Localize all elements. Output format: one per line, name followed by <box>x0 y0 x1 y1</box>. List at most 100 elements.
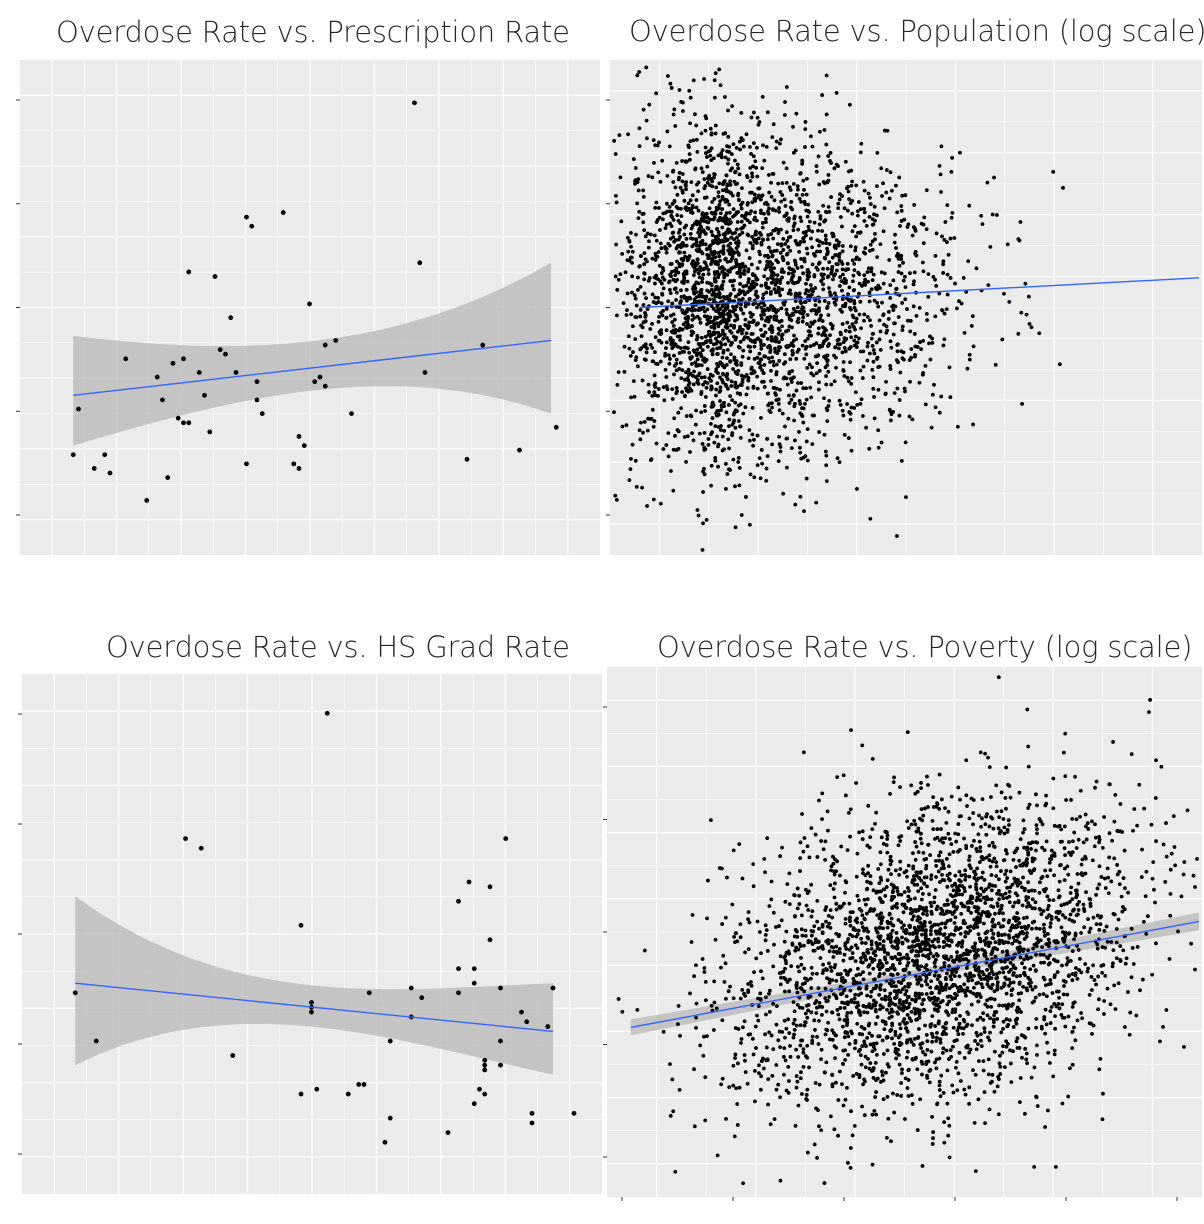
data-point <box>761 334 766 338</box>
data-point <box>860 283 864 288</box>
data-point <box>733 400 738 405</box>
data-point <box>684 236 689 241</box>
data-point <box>843 268 848 273</box>
data-point <box>740 263 744 268</box>
data-point <box>989 873 994 877</box>
data-point <box>668 81 673 86</box>
data-point <box>875 150 880 155</box>
data-point <box>846 184 850 189</box>
data-point <box>834 262 839 266</box>
data-point <box>762 354 767 359</box>
data-point <box>1081 902 1086 907</box>
data-point <box>770 135 775 139</box>
data-point <box>674 266 679 271</box>
data-point <box>795 242 800 247</box>
data-point <box>524 1019 530 1025</box>
data-point <box>884 843 889 848</box>
data-point <box>1003 891 1008 896</box>
data-point <box>854 316 859 321</box>
data-point <box>804 192 809 197</box>
data-point <box>640 378 645 383</box>
data-point <box>709 229 714 234</box>
data-point <box>688 198 693 203</box>
data-point <box>941 259 946 264</box>
data-point <box>858 207 863 212</box>
data-point <box>792 258 797 263</box>
data-point <box>841 272 845 277</box>
data-point <box>770 338 774 343</box>
data-point <box>678 346 683 350</box>
data-point <box>1113 1007 1118 1012</box>
data-point <box>799 955 803 960</box>
data-point <box>669 262 674 266</box>
data-point <box>737 297 741 302</box>
data-point <box>781 491 786 496</box>
data-point <box>688 139 693 144</box>
data-point <box>769 194 774 199</box>
data-point <box>759 313 764 318</box>
data-point <box>933 957 938 962</box>
data-point <box>317 374 323 380</box>
data-point <box>704 294 709 299</box>
data-point <box>836 164 840 169</box>
data-point <box>799 913 804 918</box>
data-point <box>503 836 509 841</box>
data-point <box>678 221 683 225</box>
data-point <box>903 193 908 198</box>
data-point <box>761 143 765 148</box>
data-point <box>759 316 764 321</box>
data-point <box>743 374 747 379</box>
data-point <box>651 497 656 502</box>
data-point <box>979 213 984 218</box>
data-point <box>801 257 806 262</box>
data-point <box>919 780 923 785</box>
data-point <box>624 313 629 317</box>
data-point <box>901 260 905 265</box>
data-point <box>976 999 981 1004</box>
data-point <box>783 954 788 959</box>
data-point <box>733 307 738 312</box>
data-point <box>953 873 958 878</box>
data-point <box>482 1057 488 1063</box>
data-point <box>709 262 713 266</box>
data-point <box>716 442 721 447</box>
data-point <box>798 240 803 244</box>
data-point <box>904 495 908 500</box>
data-point <box>889 1139 893 1144</box>
data-point <box>914 829 919 834</box>
data-point <box>838 992 843 997</box>
data-point <box>704 517 709 522</box>
data-point <box>831 887 836 891</box>
data-point <box>706 226 711 231</box>
data-point <box>924 188 929 193</box>
data-point <box>921 1007 926 1012</box>
data-point <box>725 356 729 361</box>
data-point <box>759 415 763 420</box>
data-point <box>1034 952 1038 957</box>
data-point <box>703 242 708 247</box>
data-point <box>813 253 817 258</box>
data-point <box>884 168 889 172</box>
data-point <box>715 351 720 356</box>
data-point <box>913 993 918 998</box>
data-point <box>1117 869 1122 874</box>
data-point <box>749 262 754 267</box>
data-point <box>736 419 741 423</box>
data-point <box>907 1002 912 1006</box>
data-point <box>881 1097 886 1102</box>
data-point <box>994 864 999 869</box>
data-point <box>806 289 811 293</box>
data-point <box>943 220 948 224</box>
data-point <box>801 1064 806 1069</box>
data-point <box>653 257 658 262</box>
data-point <box>677 88 682 92</box>
data-point <box>737 842 742 847</box>
data-point <box>690 244 695 249</box>
data-point <box>1129 975 1134 980</box>
data-point <box>805 1015 810 1020</box>
data-point <box>947 852 952 857</box>
data-point <box>1075 902 1080 907</box>
data-point <box>641 107 646 112</box>
data-point <box>692 350 697 354</box>
data-point <box>852 338 857 343</box>
